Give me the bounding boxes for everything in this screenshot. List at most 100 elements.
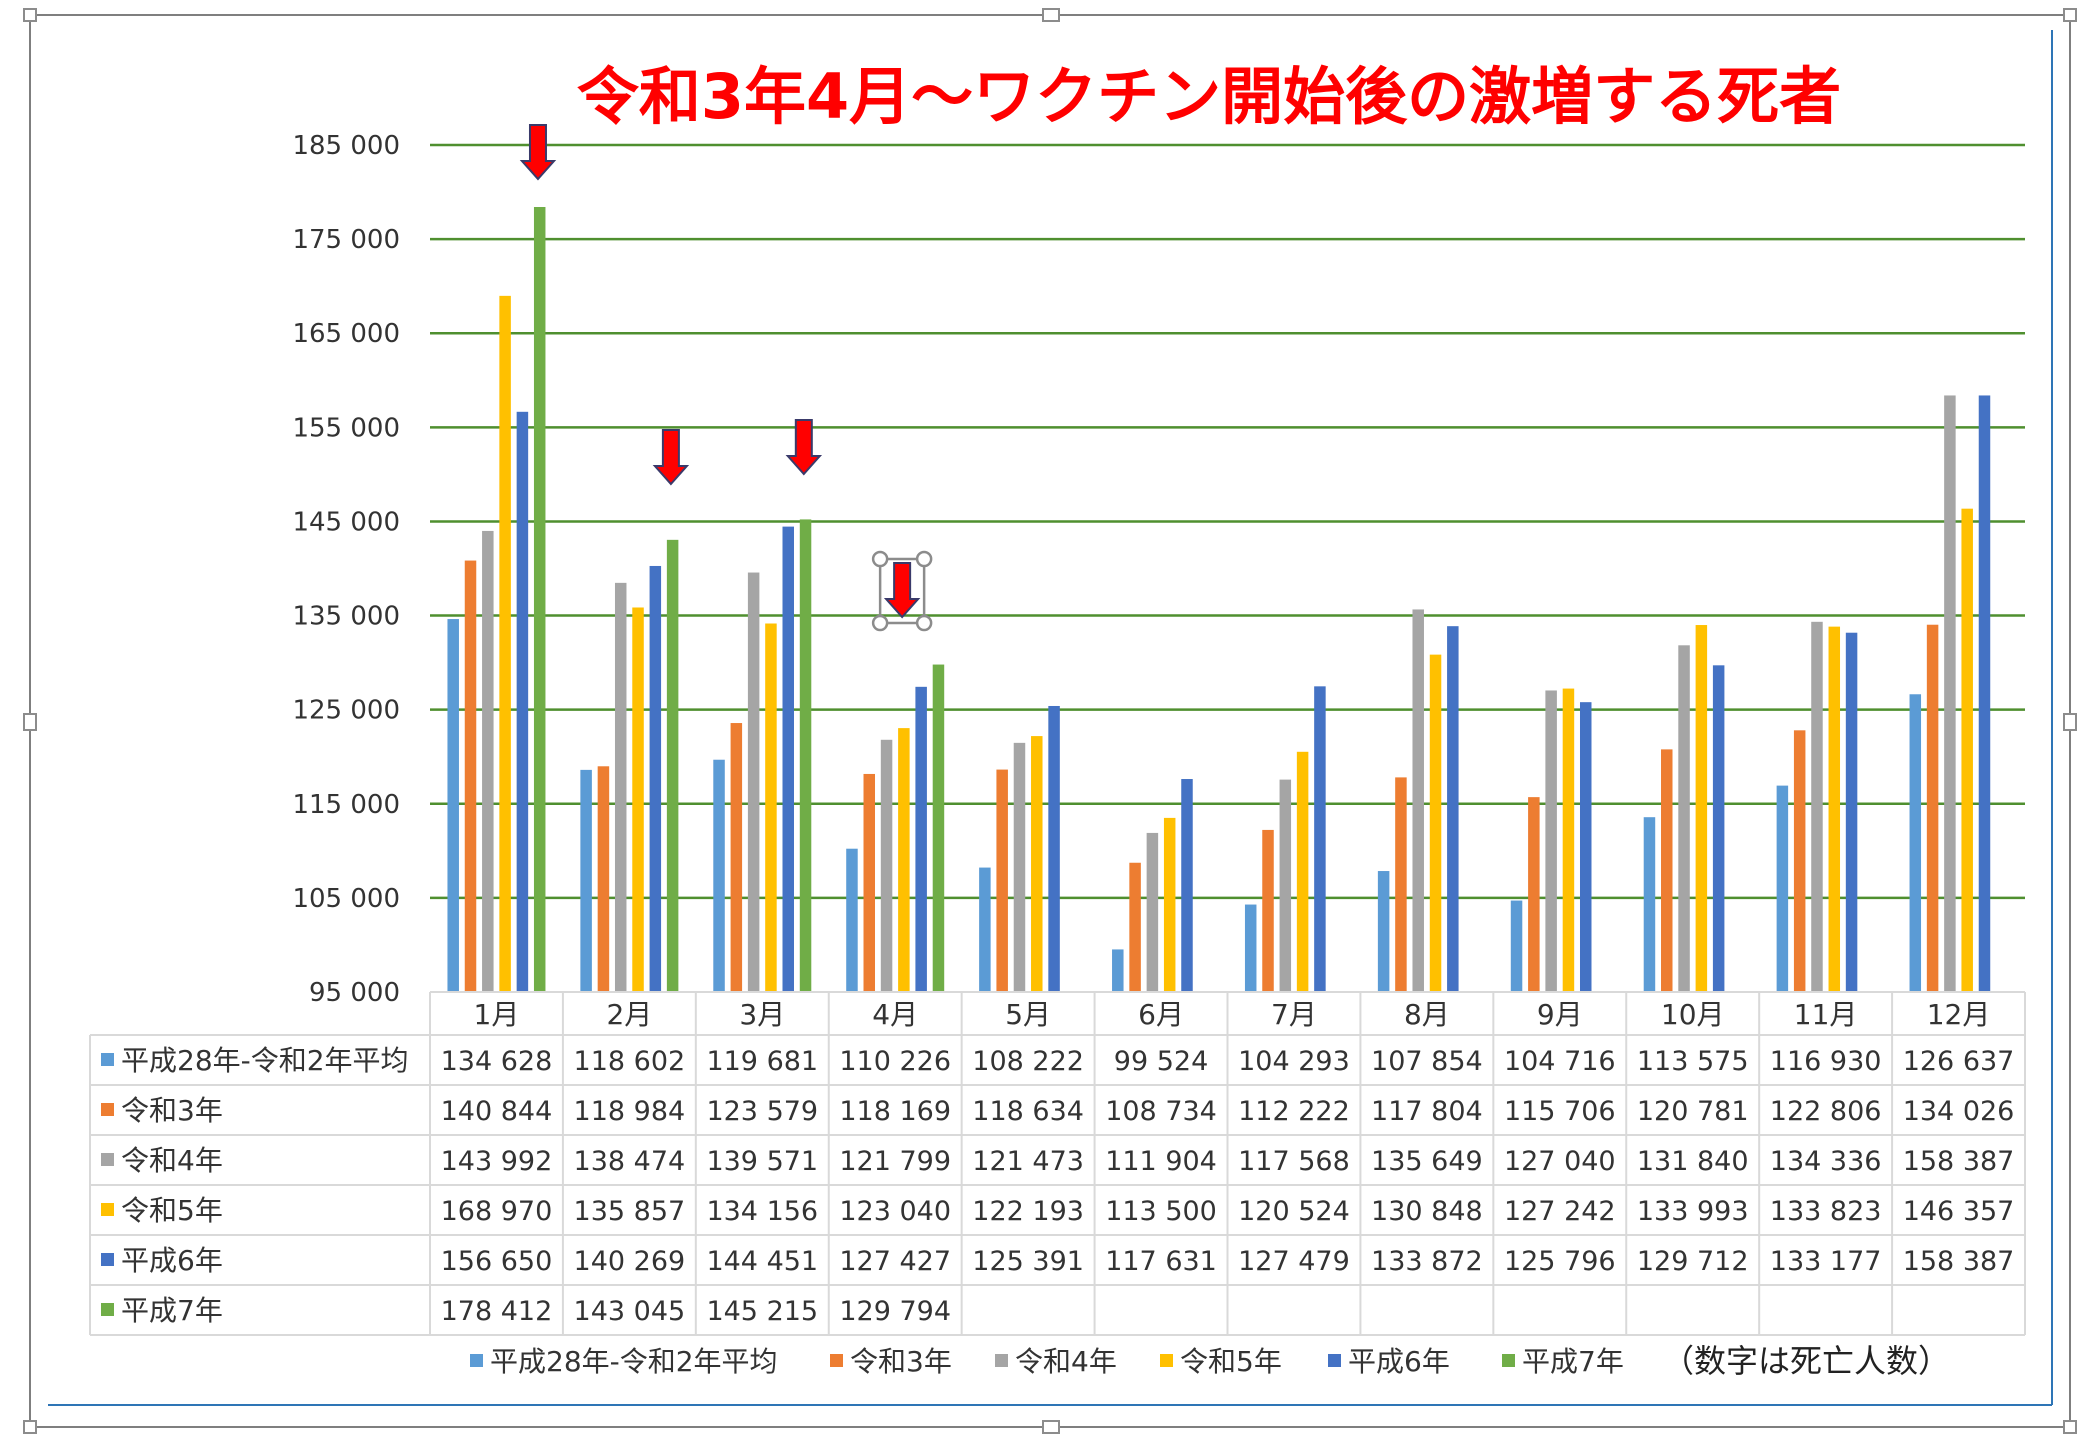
y-tick-label: 145 000: [292, 507, 400, 537]
y-tick-label: 125 000: [292, 696, 400, 726]
legend-swatch: [1328, 1354, 1341, 1367]
data-table-cell: 139 571: [706, 1146, 818, 1177]
category-label: 9月: [1537, 998, 1583, 1031]
data-table-cell: 108 734: [1105, 1096, 1217, 1127]
y-axis: 95 000 105 000 115 000 125 000 135 000 145 00…: [292, 131, 400, 1008]
data-table-cell: 125 796: [1504, 1246, 1616, 1277]
y-tick-label: 95 000: [309, 978, 400, 1008]
bar: [1163, 817, 1176, 992]
data-table-cell: 135 857: [574, 1196, 686, 1227]
bar: [747, 572, 760, 992]
bar: [1961, 508, 1973, 992]
legend: 平成28年-令和2年平均 令和3年 令和4年 令和5年 平成6年 平成7年: [470, 1345, 1624, 1378]
bar: [1776, 785, 1789, 992]
bar: [880, 739, 893, 992]
data-table-cell: 146 357: [1903, 1196, 2015, 1227]
selection-handle: [871, 614, 889, 632]
bar: [597, 766, 610, 992]
series-swatch: [101, 1103, 114, 1116]
frame-handle-right[interactable]: [2063, 713, 2077, 731]
legend-swatch: [1502, 1354, 1515, 1367]
frame-handle-left[interactable]: [23, 713, 37, 731]
chart-title: 令和3年4月～ワクチン開始後の激増する死者: [577, 60, 1841, 133]
data-table-cell: 121 799: [839, 1146, 951, 1177]
frame-handle-bottom[interactable]: [1042, 1420, 1060, 1434]
bar: [1510, 900, 1523, 992]
bar: [1661, 749, 1673, 992]
frame-handle-top[interactable]: [1042, 8, 1060, 22]
bar: [713, 759, 725, 992]
bar: [1314, 686, 1326, 992]
legend-swatch: [1160, 1354, 1173, 1367]
data-table-cell: 140 844: [441, 1096, 553, 1127]
series-label: 平成28年-令和2年平均: [121, 1044, 409, 1077]
category-label: 8月: [1404, 998, 1450, 1031]
data-table-cell: 113 500: [1105, 1196, 1217, 1227]
category-label: 12月: [1927, 998, 1991, 1031]
series-swatch: [101, 1253, 114, 1266]
bar: [1811, 621, 1823, 992]
bar: [1909, 694, 1922, 992]
data-table-cell: 107 854: [1371, 1046, 1483, 1077]
bar: [1262, 829, 1274, 992]
bar: [1926, 624, 1939, 992]
series-swatch: [101, 1303, 114, 1316]
data-table-cell: 133 823: [1770, 1196, 1882, 1227]
data-table-cell: 117 804: [1371, 1096, 1483, 1127]
data-table-cell: 158 387: [1903, 1146, 2015, 1177]
bar: [1978, 395, 1991, 992]
category-label: 3月: [739, 998, 785, 1031]
down-arrow-icon: [519, 124, 557, 181]
frame-handle-bottom-left[interactable]: [23, 1420, 37, 1434]
series-swatch: [101, 1203, 114, 1216]
series-label: 平成6年: [121, 1244, 223, 1277]
series-swatch: [101, 1153, 114, 1166]
bar: [1112, 949, 1124, 992]
bar: [580, 769, 592, 992]
down-arrow-icon: [785, 419, 823, 476]
category-label: 1月: [474, 998, 520, 1031]
data-table-cell: 168 970: [441, 1196, 553, 1227]
category-label: 4月: [872, 998, 918, 1031]
legend-label: 平成28年-令和2年平均: [490, 1345, 778, 1378]
data-table-cell: 110 226: [839, 1046, 951, 1077]
legend-label: 令和4年: [1015, 1345, 1117, 1378]
frame-handle-top-right[interactable]: [2063, 8, 2077, 22]
chart-frame[interactable]: [23, 8, 2077, 1434]
bar: [1146, 832, 1159, 992]
data-table-cell: 178 412: [441, 1296, 553, 1327]
data-table-cell: 144 451: [706, 1246, 818, 1277]
data-table-cell: 118 602: [574, 1046, 686, 1077]
bar: [898, 728, 910, 992]
data-table-cell: 133 177: [1770, 1246, 1882, 1277]
data-table-cell: 121 473: [972, 1146, 1084, 1177]
data-table-cell: 113 575: [1637, 1046, 1749, 1077]
bar: [765, 623, 777, 992]
frame-handle-top-left[interactable]: [23, 8, 37, 22]
y-tick-label: 185 000: [292, 131, 400, 161]
legend-swatch: [995, 1354, 1008, 1367]
bar: [1944, 395, 1956, 992]
bar: [1377, 871, 1390, 992]
bar: [1528, 797, 1540, 992]
data-table-cell: 130 848: [1371, 1196, 1483, 1227]
bar: [447, 619, 459, 992]
y-gridlines: [430, 143, 2025, 900]
data-table-cell: 131 840: [1637, 1146, 1749, 1177]
down-arrow-icon: [883, 562, 921, 619]
legend-label: 令和3年: [850, 1345, 952, 1378]
data-table-cell: 158 387: [1903, 1246, 2015, 1277]
bar: [932, 664, 945, 992]
data-table-cell: 129 794: [839, 1296, 951, 1327]
bar: [1031, 736, 1043, 992]
bar: [482, 530, 494, 992]
frame-handle-bottom-right[interactable]: [2063, 1420, 2077, 1434]
category-label: 11月: [1794, 998, 1858, 1031]
bar: [649, 565, 662, 992]
bar: [1447, 626, 1459, 992]
bar: [614, 582, 627, 992]
bar: [1845, 632, 1858, 992]
bar: [1793, 730, 1806, 992]
bar: [1828, 626, 1841, 992]
data-table-cell: 133 872: [1371, 1246, 1483, 1277]
